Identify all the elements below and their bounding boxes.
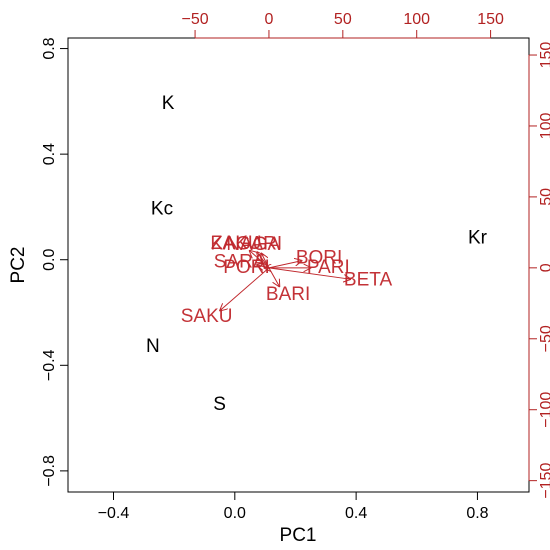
loading-arrow	[268, 261, 302, 269]
right-tick-label: −50	[538, 325, 550, 352]
y-tick-label: −0.4	[41, 349, 58, 381]
top-tick-label: 150	[477, 11, 504, 28]
loading-label: SARA	[214, 252, 266, 273]
x-tick-label: 0.0	[224, 505, 246, 522]
loading-label: ZAKU	[211, 233, 262, 254]
loading-label: PARI	[307, 257, 350, 278]
y-axis-title: PC2	[8, 247, 29, 284]
score-label: K	[162, 93, 175, 114]
score-label: Kc	[151, 199, 173, 220]
y-tick-label: 0.8	[41, 37, 58, 59]
top-tick-label: 0	[264, 11, 273, 28]
x-tick-label: −0.4	[98, 505, 130, 522]
loading-arrow	[220, 267, 270, 311]
y-tick-label: 0.4	[41, 143, 58, 165]
x-tick-label: 0.4	[345, 505, 367, 522]
loading-label: SAKU	[181, 306, 233, 327]
x-axis-title: PC1	[280, 525, 317, 546]
right-tick-label: 50	[538, 188, 550, 206]
loading-arrow	[268, 267, 350, 279]
score-label: N	[146, 336, 160, 357]
top-tick-label: 100	[403, 11, 430, 28]
loading-arrow	[268, 267, 279, 286]
score-label: Kr	[468, 228, 488, 249]
y-tick-label: 0.0	[41, 249, 58, 271]
loading-label: BETA	[344, 270, 393, 291]
right-tick-label: 150	[538, 42, 550, 69]
x-tick-label: 0.8	[466, 505, 488, 522]
axes-layer: −0.4 0.0 0.4 0.8 −0.8 −0.4 0.0 0.4 0.8 −50 0 50 100 1…	[41, 11, 550, 522]
y-tick-label: −0.8	[41, 455, 58, 487]
loading-label: BARI	[266, 284, 310, 305]
right-tick-label: −150	[538, 463, 550, 499]
score-label: S	[213, 394, 226, 415]
top-tick-label: −50	[182, 11, 209, 28]
right-tick-label: −100	[538, 392, 550, 428]
loading-label: PORI	[223, 257, 269, 278]
right-tick-label: 0	[538, 263, 550, 272]
right-tick-label: 100	[538, 113, 550, 140]
loading-label: NAGA	[226, 234, 280, 255]
top-tick-label: 50	[334, 11, 352, 28]
score-labels: K Kc Kr N S	[146, 93, 488, 415]
loading-label: BORI	[296, 248, 342, 269]
loading-label: KAGARI	[210, 233, 282, 254]
